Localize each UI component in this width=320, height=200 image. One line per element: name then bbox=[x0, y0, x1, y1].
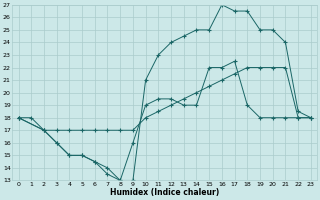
X-axis label: Humidex (Indice chaleur): Humidex (Indice chaleur) bbox=[110, 188, 219, 197]
